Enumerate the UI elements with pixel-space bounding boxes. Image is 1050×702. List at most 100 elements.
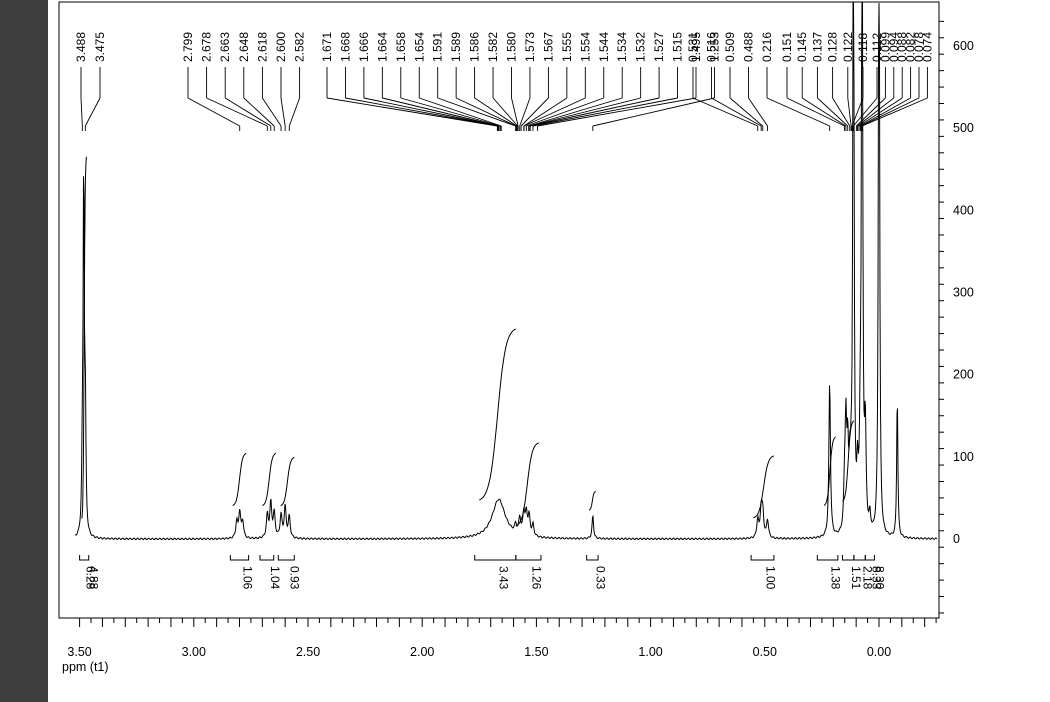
peak-label: 0.531 [686, 32, 700, 62]
y-axis: 600 500 400 300 200 100 0 [939, 20, 974, 614]
peak-label: 0.088 [895, 32, 909, 62]
integral-label: 1.38 [829, 566, 843, 590]
integral-curve [232, 452, 247, 506]
integral-curve [280, 456, 295, 507]
integral-bracket [515, 555, 542, 561]
y-tick-label: 600 [953, 39, 974, 53]
integral-label: 0.33 [593, 566, 607, 590]
peak-label: 1.582 [486, 32, 500, 62]
integral-label: 1.26 [529, 566, 543, 590]
peak-connector [523, 97, 586, 127]
peak-label: 0.128 [826, 32, 840, 62]
peak-label: 0.099 [878, 32, 892, 62]
peak-label: 0.078 [912, 32, 926, 62]
peak-connector [801, 97, 847, 127]
peak-label: 1.253 [707, 32, 721, 62]
x-tick-label: 2.50 [296, 645, 320, 659]
peak-connector [832, 97, 851, 127]
peak-connector [592, 97, 715, 127]
peak-connector [474, 97, 518, 127]
peak-label: 2.648 [237, 32, 251, 62]
y-tick-label: 500 [953, 121, 974, 135]
integral-bracket [79, 555, 90, 561]
integral-label: 0.93 [287, 566, 301, 590]
integral-bracket [864, 555, 875, 561]
x-tick-label: 0.50 [753, 645, 777, 659]
integral-curve [479, 328, 517, 501]
peak-label: 3.475 [93, 32, 107, 62]
peak-connector [786, 97, 845, 127]
integral-bracket [853, 555, 866, 561]
y-tick-label: 0 [953, 532, 960, 546]
peak-label: 2.600 [274, 32, 288, 62]
y-tick-label: 300 [953, 285, 974, 299]
peak-connector [853, 97, 878, 127]
peak-label: 1.654 [412, 32, 426, 62]
peak-connector [817, 97, 849, 127]
integral-label: 6.28 [84, 566, 98, 590]
peak-connector [861, 97, 928, 127]
peak-connector [860, 97, 911, 127]
peak-connector [519, 97, 531, 127]
peak-label: 1.573 [523, 32, 537, 62]
peak-label: 1.589 [449, 32, 463, 62]
integral-curves [81, 156, 855, 527]
integral-label: 8.30 [872, 566, 886, 590]
y-tick-label: 400 [953, 203, 974, 217]
peak-label: 1.664 [375, 32, 389, 62]
integral-label: 1.51 [849, 566, 863, 590]
peak-label: 1.555 [560, 32, 574, 62]
peak-label: 1.567 [541, 32, 555, 62]
peak-connector [206, 97, 268, 127]
x-axis: 3.50 3.00 2.50 2.00 1.50 1.00 0.50 0.00 ppm (t1) [62, 618, 937, 674]
peak-label: 2.678 [200, 32, 214, 62]
peak-connector [419, 97, 502, 127]
peak-connector [84, 97, 101, 127]
peak-connector [382, 97, 500, 127]
peak-connector [288, 97, 301, 127]
peak-label: 1.668 [338, 32, 352, 62]
peak-connector [492, 97, 519, 127]
peak-label: 1.544 [597, 32, 611, 62]
spectrum-trace [75, 2, 938, 541]
integral-label: 4.88 [87, 566, 101, 590]
peak-label: 0.094 [887, 32, 901, 62]
peak-label: 0.082 [904, 32, 918, 62]
peak-connector [860, 97, 920, 127]
peak-connector [520, 97, 549, 127]
peak-label: 0.122 [841, 32, 855, 62]
peak-label: 1.534 [615, 32, 629, 62]
integral-curve [515, 442, 539, 527]
x-axis-title: ppm (t1) [62, 660, 109, 674]
peak-connector [692, 97, 758, 127]
peak-connector [187, 97, 240, 127]
peak-connector [345, 97, 499, 127]
plot-frame [58, 1, 940, 619]
x-tick-label: 1.00 [638, 645, 662, 659]
peak-connector [530, 97, 660, 127]
peak-connector [532, 97, 678, 127]
peak-label: 0.118 [856, 33, 870, 62]
peak-connector [856, 97, 886, 127]
peak-connector [766, 97, 830, 127]
x-tick-label: 1.50 [524, 645, 548, 659]
integral-bracket [229, 555, 250, 561]
peak-label: 1.591 [431, 32, 445, 62]
peak-connector [847, 97, 852, 127]
peak-connector [511, 97, 519, 127]
peak-connector [243, 97, 275, 127]
peak-label: 2.618 [255, 32, 269, 62]
integral-bracket [841, 555, 855, 561]
peak-label: 1.671 [320, 32, 334, 62]
integral-bracket [586, 555, 599, 561]
peak-label: 1.495 [689, 32, 703, 62]
peak-connector [537, 97, 697, 127]
peak-label: 0.137 [810, 32, 824, 62]
nmr-spectrum-chart: 3.50 3.00 2.50 2.00 1.50 1.00 0.50 0.00 ppm (t1)… [58, 1, 974, 674]
peak-label: 0.216 [760, 32, 774, 62]
peak-connector [711, 97, 762, 127]
y-tick-label: 200 [953, 368, 974, 382]
integral-bracket [277, 555, 295, 561]
peak-label: 0.074 [920, 32, 934, 62]
integral-curve [81, 156, 87, 519]
